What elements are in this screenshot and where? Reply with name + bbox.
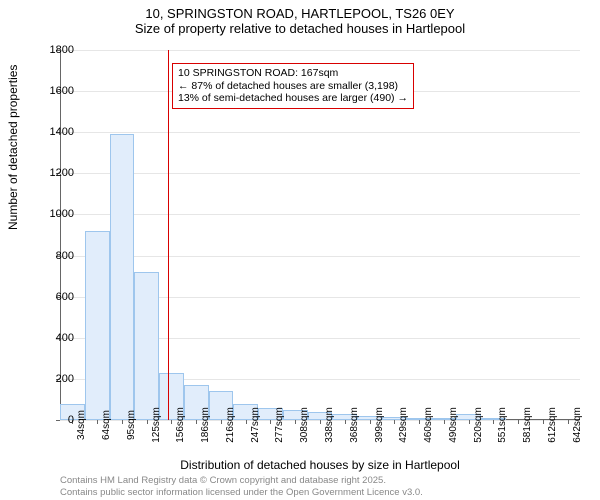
xtick-label: 308sqm [299,407,310,443]
ytick-label: 800 [56,250,74,262]
xtick-mark [370,420,371,424]
gridline [60,50,580,51]
xtick-label: 156sqm [175,407,186,443]
gridline [60,214,580,215]
xtick-mark [518,420,519,424]
ytick-label: 0 [68,414,74,426]
xtick-mark [543,420,544,424]
xtick-label: 338sqm [324,407,335,443]
y-axis-label: Number of detached properties [6,65,20,230]
gridline [60,173,580,174]
xtick-label: 64sqm [101,410,112,440]
annotation-line-3: 13% of semi-detached houses are larger (… [178,92,408,105]
x-axis-label: Distribution of detached houses by size … [60,458,580,472]
xtick-mark [493,420,494,424]
xtick-mark [444,420,445,424]
xtick-mark [419,420,420,424]
footer: Contains HM Land Registry data © Crown c… [60,475,423,498]
gridline [60,132,580,133]
ytick-label: 1400 [50,126,74,138]
xtick-label: 581sqm [522,407,533,443]
xtick-label: 612sqm [547,407,558,443]
xtick-label: 642sqm [572,407,583,443]
ytick-mark [56,420,60,421]
xtick-mark [320,420,321,424]
xtick-mark [345,420,346,424]
xtick-mark [469,420,470,424]
xtick-mark [122,420,123,424]
xtick-label: 125sqm [151,407,162,443]
xtick-mark [394,420,395,424]
title-line-1: 10, SPRINGSTON ROAD, HARTLEPOOL, TS26 0E… [0,6,600,21]
xtick-label: 368sqm [349,407,360,443]
histogram-bar [85,231,110,420]
ytick-label: 1000 [50,208,74,220]
xtick-mark [246,420,247,424]
xtick-label: 34sqm [76,410,87,440]
xtick-mark [97,420,98,424]
xtick-mark [568,420,569,424]
ytick-label: 400 [56,332,74,344]
xtick-mark [221,420,222,424]
ytick-label: 600 [56,291,74,303]
annotation-line-1: 10 SPRINGSTON ROAD: 167sqm [178,67,408,80]
xtick-mark [196,420,197,424]
xtick-mark [295,420,296,424]
xtick-mark [171,420,172,424]
xtick-label: 277sqm [274,407,285,443]
gridline [60,256,580,257]
histogram-bar [134,272,159,420]
xtick-label: 186sqm [200,407,211,443]
xtick-label: 429sqm [398,407,409,443]
xtick-label: 460sqm [423,407,434,443]
histogram-bar [110,134,135,420]
plot-area: 10 SPRINGSTON ROAD: 167sqm← 87% of detac… [60,50,580,420]
xtick-label: 247sqm [250,407,261,443]
footer-line-1: Contains HM Land Registry data © Crown c… [60,475,423,486]
annotation-box: 10 SPRINGSTON ROAD: 167sqm← 87% of detac… [172,63,414,109]
xtick-label: 95sqm [126,410,137,440]
chart-container: 10, SPRINGSTON ROAD, HARTLEPOOL, TS26 0E… [0,0,600,500]
xtick-label: 399sqm [374,407,385,443]
title-line-2: Size of property relative to detached ho… [0,21,600,36]
ytick-label: 200 [56,373,74,385]
ytick-label: 1800 [50,44,74,56]
plot: 10 SPRINGSTON ROAD: 167sqm← 87% of detac… [60,50,580,420]
xtick-mark [147,420,148,424]
xtick-mark [270,420,271,424]
xtick-label: 216sqm [225,407,236,443]
reference-line [168,50,169,420]
title-block: 10, SPRINGSTON ROAD, HARTLEPOOL, TS26 0E… [0,0,600,36]
annotation-line-2: ← 87% of detached houses are smaller (3,… [178,80,408,93]
y-axis-line [60,50,61,420]
ytick-label: 1200 [50,167,74,179]
xtick-label: 490sqm [448,407,459,443]
xtick-label: 551sqm [497,407,508,443]
footer-line-2: Contains public sector information licen… [60,487,423,498]
xtick-label: 520sqm [473,407,484,443]
ytick-label: 1600 [50,85,74,97]
